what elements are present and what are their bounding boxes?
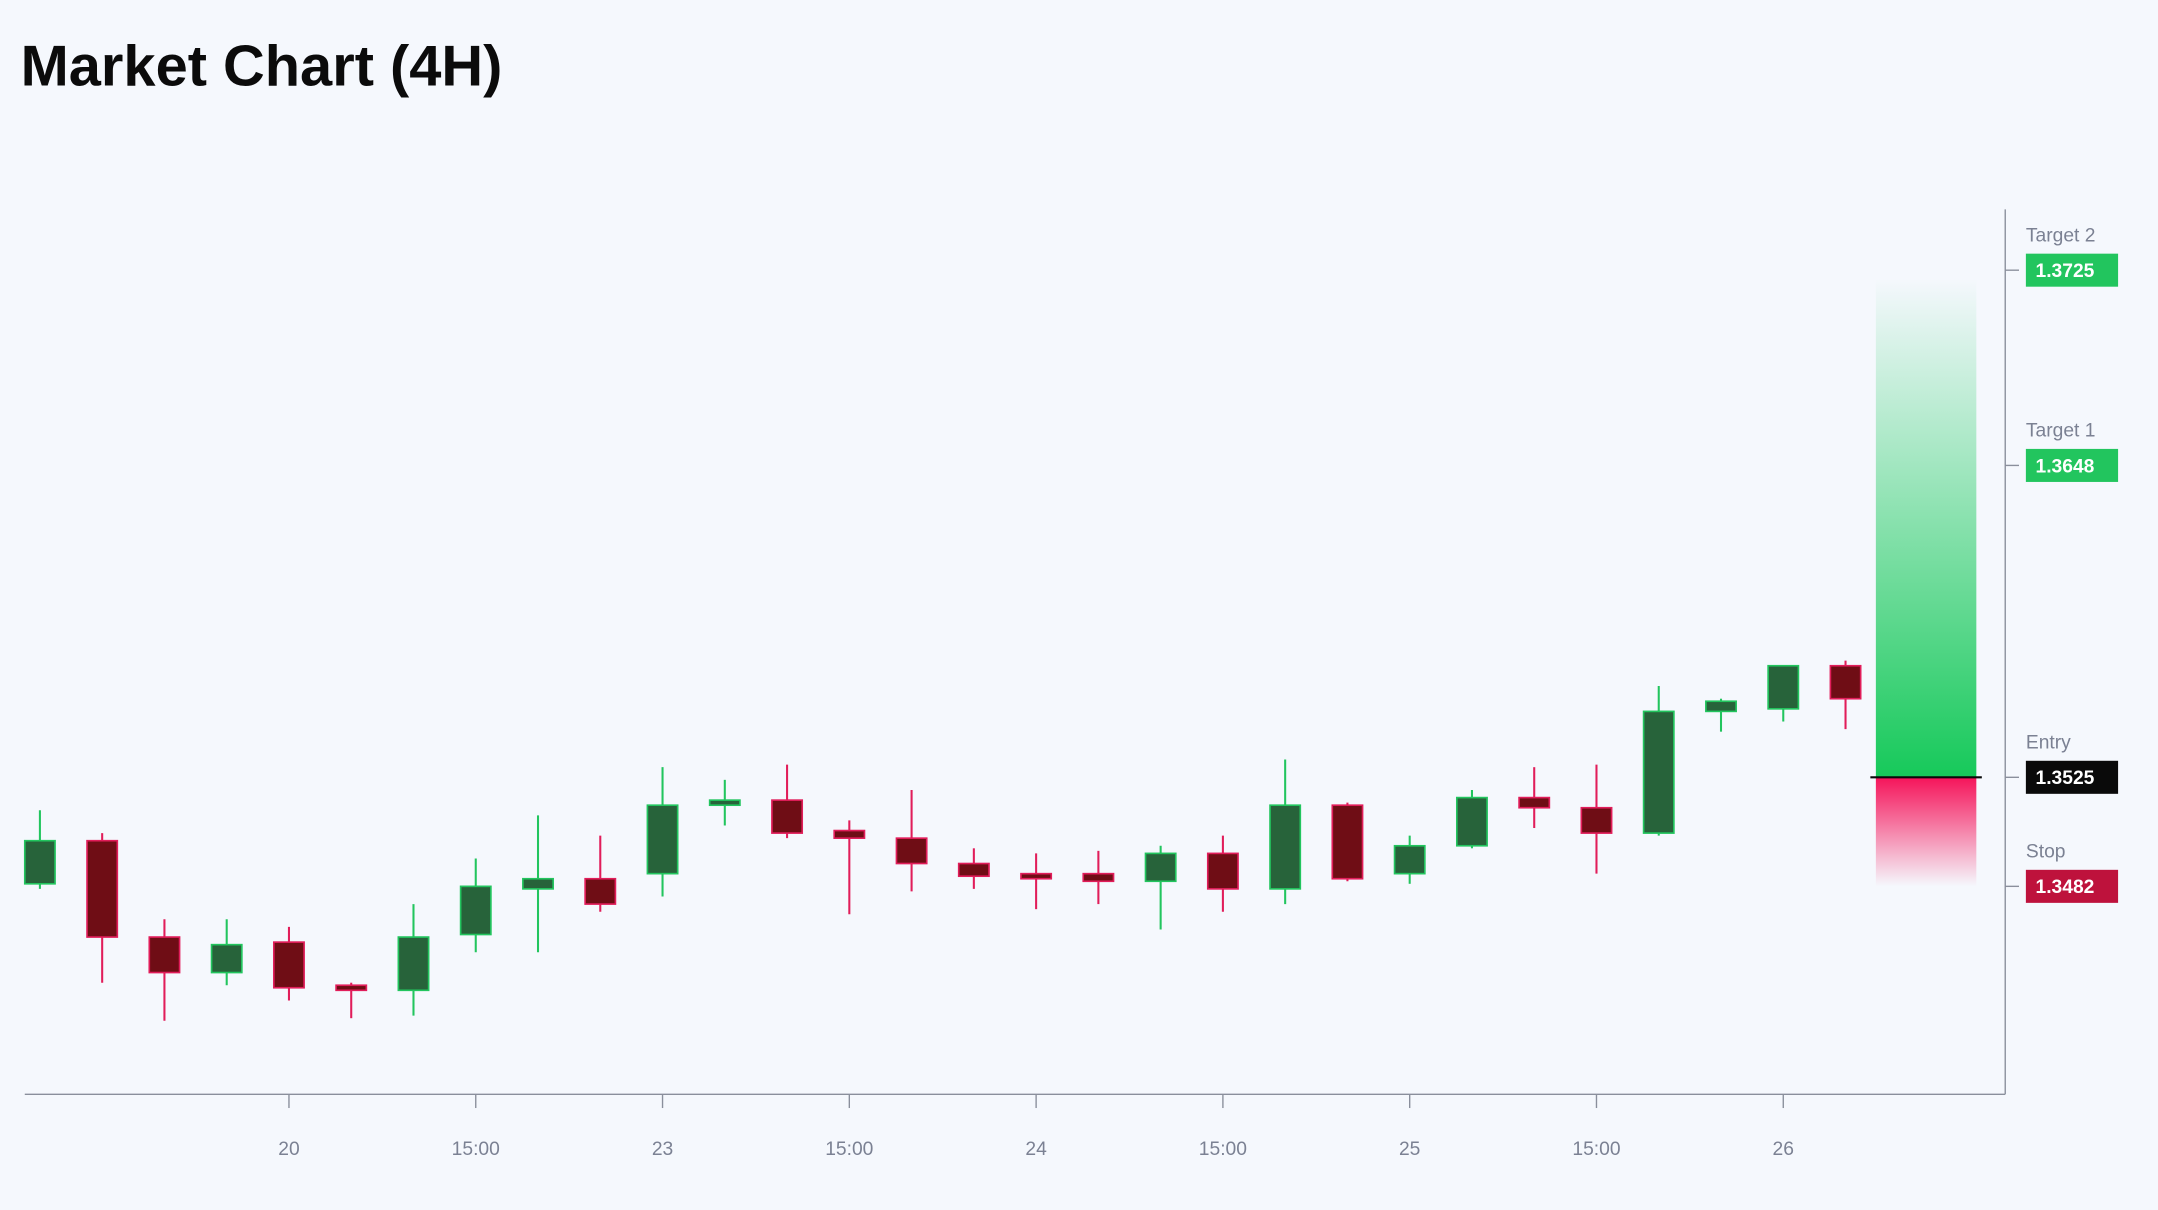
level-name: Target 2 bbox=[2026, 225, 2096, 246]
x-tick-label: 20 bbox=[278, 1139, 299, 1160]
candle-body bbox=[23, 839, 56, 885]
profit-zone bbox=[1875, 278, 1977, 778]
candle-body bbox=[1269, 804, 1302, 890]
candle-body bbox=[1455, 796, 1488, 847]
candle-body bbox=[1642, 710, 1675, 834]
candle-body bbox=[148, 936, 181, 974]
candle-body bbox=[646, 804, 679, 875]
candle-body bbox=[272, 941, 305, 989]
level-badge bbox=[2025, 760, 2119, 794]
candle-body bbox=[1082, 872, 1115, 883]
level-name: Entry bbox=[2026, 732, 2071, 753]
level-value: 1.3725 bbox=[2036, 261, 2095, 282]
candle-body bbox=[1829, 664, 1862, 700]
x-tick-label: 15:00 bbox=[825, 1139, 873, 1160]
candle-body bbox=[1206, 852, 1239, 890]
candle-body bbox=[210, 943, 243, 974]
candle-body bbox=[833, 829, 866, 839]
candle-body bbox=[957, 862, 990, 878]
x-tick-label: 15:00 bbox=[1572, 1139, 1620, 1160]
candle-body bbox=[895, 837, 928, 865]
x-tick-label: 15:00 bbox=[452, 1139, 500, 1160]
candle-body bbox=[397, 936, 430, 992]
level-badge bbox=[2025, 448, 2119, 482]
candle-body bbox=[335, 984, 368, 992]
level-name: Stop bbox=[2026, 841, 2066, 862]
x-tick-label: 26 bbox=[1773, 1139, 1794, 1160]
candle-body bbox=[1393, 844, 1426, 875]
candle-body bbox=[708, 799, 741, 807]
level-badge bbox=[2025, 869, 2119, 903]
candle-body bbox=[459, 885, 492, 936]
candle-body bbox=[1020, 872, 1053, 880]
candle-body bbox=[1767, 664, 1800, 710]
level-value: 1.3525 bbox=[2036, 768, 2095, 789]
x-tick-label: 23 bbox=[652, 1139, 673, 1160]
level-badge bbox=[2025, 253, 2119, 287]
level-value: 1.3482 bbox=[2036, 877, 2095, 898]
x-tick-label: 25 bbox=[1399, 1139, 1420, 1160]
candle-body bbox=[584, 877, 617, 905]
candle-body bbox=[1705, 700, 1737, 713]
candle-body bbox=[1518, 796, 1551, 809]
candle-body bbox=[1331, 804, 1364, 880]
chart-title: Market Chart (4H) bbox=[21, 34, 503, 98]
level-value: 1.3648 bbox=[2036, 456, 2095, 477]
candle-body bbox=[1580, 806, 1613, 834]
candle-body bbox=[771, 799, 804, 834]
level-name: Target 1 bbox=[2026, 421, 2096, 442]
candle-body bbox=[522, 877, 554, 890]
candle-body bbox=[86, 839, 119, 938]
x-tick-label: 15:00 bbox=[1199, 1139, 1247, 1160]
loss-zone bbox=[1875, 777, 1977, 887]
candle-body bbox=[1144, 852, 1177, 883]
x-tick-label: 24 bbox=[1025, 1139, 1047, 1160]
